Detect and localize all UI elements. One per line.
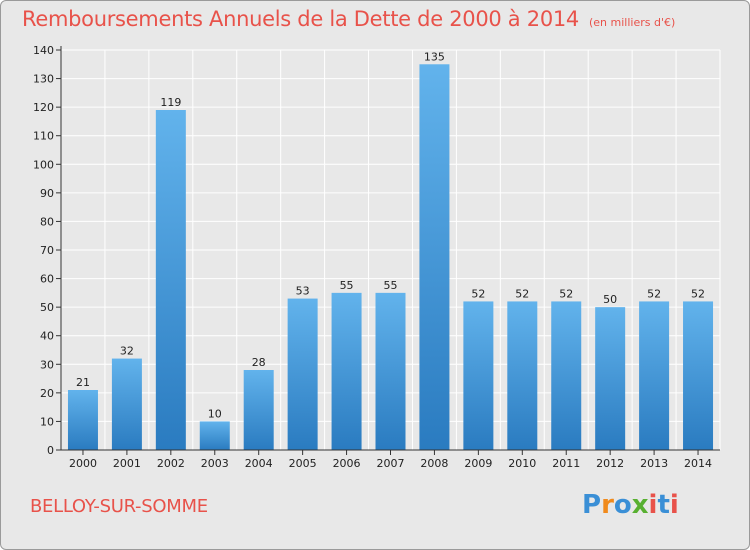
value-label: 28 xyxy=(252,356,266,369)
x-tick-label: 2012 xyxy=(596,457,624,470)
value-label: 119 xyxy=(160,96,181,109)
y-tick-label: 50 xyxy=(40,301,54,314)
y-tick-label: 10 xyxy=(40,415,54,428)
bar-2011 xyxy=(551,301,582,450)
value-label: 32 xyxy=(120,345,134,358)
bars: 21 32 119 10 28 53 55 55 135 52 52 52 50 52 52 xyxy=(67,50,714,451)
value-label: 10 xyxy=(208,407,222,420)
value-label: 21 xyxy=(76,376,90,389)
y-tick-label: 80 xyxy=(40,215,54,228)
bar-2007 xyxy=(375,292,406,450)
value-label: 50 xyxy=(603,293,617,306)
y-tick-label: 60 xyxy=(40,273,54,286)
bar-2013 xyxy=(639,301,670,450)
x-tick-label: 2010 xyxy=(508,457,536,470)
x-tick-label: 2004 xyxy=(245,457,273,470)
x-tick-label: 2009 xyxy=(464,457,492,470)
bar-2000 xyxy=(67,390,98,450)
value-label: 52 xyxy=(471,287,485,300)
logo-text: Proxiti xyxy=(582,490,679,520)
bar-2003 xyxy=(199,421,230,450)
x-tick-label: 2006 xyxy=(333,457,361,470)
y-tick-label: 100 xyxy=(33,158,54,171)
bar-2009 xyxy=(463,301,494,450)
value-label: 53 xyxy=(296,285,310,298)
bar-2008 xyxy=(419,64,450,451)
value-label: 52 xyxy=(691,287,705,300)
x-tick-label: 2011 xyxy=(552,457,580,470)
x-tick-label: 2014 xyxy=(684,457,712,470)
y-tick-label: 110 xyxy=(33,130,54,143)
y-tick-label: 130 xyxy=(33,73,54,86)
x-tick-label: 2002 xyxy=(157,457,185,470)
x-tick-label: 2005 xyxy=(289,457,317,470)
y-tick-label: 40 xyxy=(40,330,54,343)
bar-2004 xyxy=(243,370,274,450)
y-tick-label: 120 xyxy=(33,101,54,114)
x-tick-label: 2003 xyxy=(201,457,229,470)
chart-title-row: Remboursements Annuels de la Dette de 20… xyxy=(22,7,675,31)
value-label: 52 xyxy=(559,287,573,300)
y-tick-label: 30 xyxy=(40,358,54,371)
unit-note: (en milliers d'€) xyxy=(589,16,676,29)
bar-2005 xyxy=(287,298,318,450)
y-tick-label: 20 xyxy=(40,387,54,400)
chart-title: Remboursements Annuels de la Dette de 20… xyxy=(22,7,579,31)
value-label: 55 xyxy=(340,279,354,292)
x-tick-label: 2007 xyxy=(377,457,405,470)
bar-2006 xyxy=(331,292,362,450)
value-label: 55 xyxy=(384,279,398,292)
value-label: 52 xyxy=(647,287,661,300)
x-tick-label: 2000 xyxy=(69,457,97,470)
x-tick-label: 2008 xyxy=(420,457,448,470)
value-label: 52 xyxy=(515,287,529,300)
y-tick-label: 0 xyxy=(47,444,54,457)
place-name: BELLOY-SUR-SOMME xyxy=(30,496,208,517)
y-tick-label: 140 xyxy=(33,44,54,57)
bar-2012 xyxy=(595,307,626,450)
bar-2014 xyxy=(683,301,714,450)
axes: 0 10 20 30 40 50 60 70 80 90 100 110 120 130 140 2000 20… xyxy=(33,44,720,470)
x-tick-label: 2013 xyxy=(640,457,668,470)
bar-2010 xyxy=(507,301,538,450)
y-tick-label: 90 xyxy=(40,187,54,200)
proxiti-logo[interactable]: Proxiti xyxy=(582,490,679,520)
value-label: 135 xyxy=(424,50,445,63)
bar-2002 xyxy=(155,110,186,450)
bar-2001 xyxy=(111,358,142,450)
y-tick-label: 70 xyxy=(40,244,54,257)
x-tick-label: 2001 xyxy=(113,457,141,470)
